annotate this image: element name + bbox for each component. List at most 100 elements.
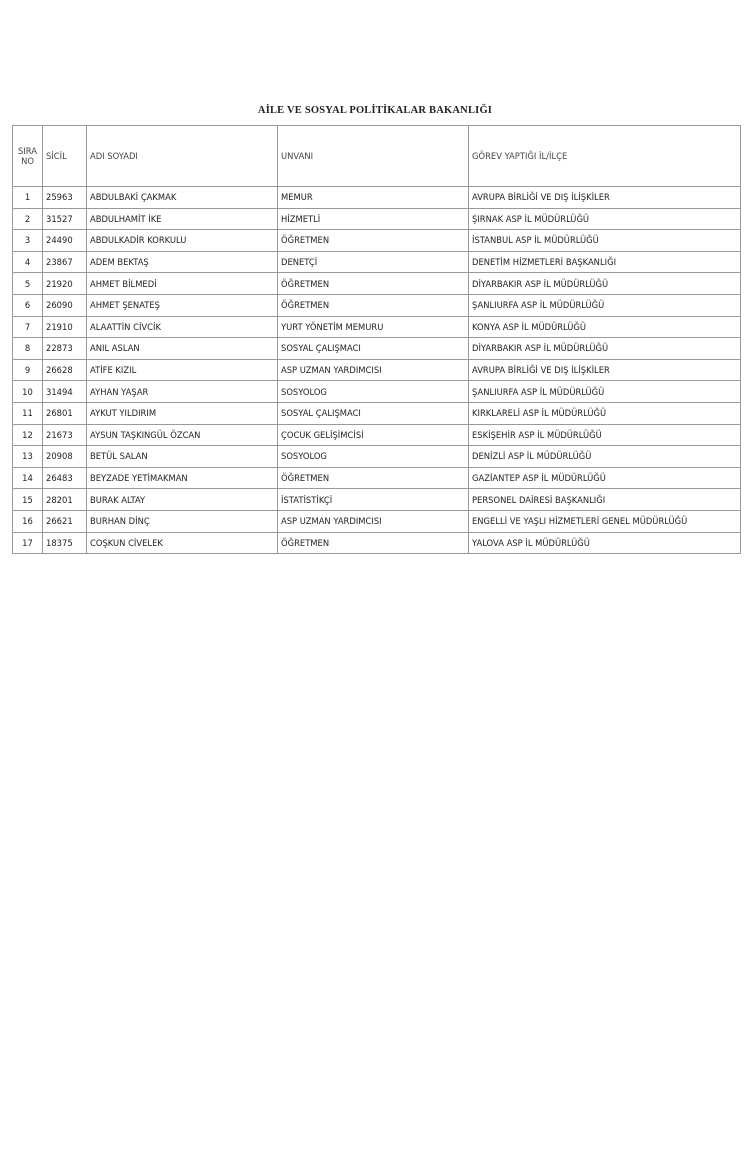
table-cell: ÖĞRETMEN: [277, 229, 469, 252]
table-cell: 25963: [42, 186, 87, 209]
table-cell: ALAATTİN CİVCİK: [86, 315, 278, 339]
table-row: 14 26483 BEYZADE YETİMAKMAN ÖĞRETMEN GAZİANT…: [12, 466, 741, 490]
table-cell: 17: [12, 531, 43, 555]
table-row: 15 28201 BURAK ALTAY İSTATİSTİKÇİ PERSONEL D…: [12, 488, 741, 511]
table-cell: 15: [12, 488, 43, 511]
document-title: AİLE VE SOSYAL POLİTİKALAR BAKANLIĞI: [257, 105, 493, 116]
table-cell: İSTATİSTİKÇİ: [277, 488, 469, 511]
table-row: 8 22873 ANIL ASLAN SOSYAL ÇALIŞMACI DİYARBAK…: [12, 337, 741, 360]
table-row: 9 26628 ATİFE KIZIL ASP UZMAN YARDIMCISI AVR…: [12, 358, 741, 382]
table-cell: YURT YÖNETİM MEMURU: [277, 315, 469, 339]
table-cell: 23867: [42, 250, 87, 274]
table-cell: DENİZLİ ASP İL MÜDÜRLÜĞÜ: [468, 445, 741, 468]
table-cell: AHMET ŞENATEŞ: [86, 293, 278, 317]
table-cell: ENGELLİ VE YAŞLI HİZMETLERİ GENEL MÜDÜRL…: [468, 509, 741, 533]
table-cell: SOSYAL ÇALIŞMACI: [277, 401, 469, 425]
table-cell: 7: [12, 315, 43, 339]
table-cell: ŞANLIURFA ASP İL MÜDÜRLÜĞÜ: [468, 380, 741, 403]
table-cell: 21673: [42, 423, 87, 447]
table-cell: ÖĞRETMEN: [277, 293, 469, 317]
table-cell: 26090: [42, 293, 87, 317]
table-cell: 5: [12, 272, 43, 295]
table-cell: ASP UZMAN YARDIMCISI: [277, 358, 469, 382]
table-cell: 31494: [42, 380, 87, 403]
table-cell: ABDULBAKİ ÇAKMAK: [86, 186, 278, 209]
table-body: 1 25963 ABDULBAKİ ÇAKMAK MEMUR AVRUPA BİRLİĞ…: [12, 186, 741, 555]
table-cell: 9: [12, 358, 43, 382]
table-row: 6 26090 AHMET ŞENATEŞ ÖĞRETMEN ŞANLIURFA ASP…: [12, 293, 741, 317]
table-row: 11 26801 AYKUT YILDIRIM SOSYAL ÇALIŞMACI KIR…: [12, 401, 741, 425]
table-cell: ÇOCUK GELİŞİMCİSİ: [277, 423, 469, 447]
table-row: 7 21910 ALAATTİN CİVCİK YURT YÖNETİM MEMURU…: [12, 315, 741, 339]
table-row: 5 21920 AHMET BİLMEDİ ÖĞRETMEN DİYARBAKIR AS…: [12, 272, 741, 295]
table-cell: MEMUR: [277, 186, 469, 209]
table-row: 4 23867 ADEM BEKTAŞ DENETÇİ DENETİM HİZMETLE…: [12, 250, 741, 274]
table-cell: AVRUPA BİRLİĞİ VE DIŞ İLİŞKİLER: [468, 358, 741, 382]
table-cell: KIRKLARELİ ASP İL MÜDÜRLÜĞÜ: [468, 401, 741, 425]
table-cell: ADEM BEKTAŞ: [86, 250, 278, 274]
column-header: SIRA NO: [12, 125, 43, 187]
table-cell: 26801: [42, 401, 87, 425]
table-cell: HİZMETLİ: [277, 207, 469, 231]
table-cell: AHMET BİLMEDİ: [86, 272, 278, 295]
table-cell: BEYZADE YETİMAKMAN: [86, 466, 278, 490]
table-row: 2 31527 ABDULHAMİT İKE HİZMETLİ ŞIRNAK ASP İ…: [12, 207, 741, 231]
table-cell: 1: [12, 186, 43, 209]
column-header: ADI SOYADI: [86, 125, 278, 187]
table-cell: 21910: [42, 315, 87, 339]
table-cell: 18375: [42, 531, 87, 555]
table-cell: DİYARBAKIR ASP İL MÜDÜRLÜĞÜ: [468, 272, 741, 295]
table-cell: SOSYOLOG: [277, 445, 469, 468]
table-cell: ÖĞRETMEN: [277, 531, 469, 555]
table-cell: 26621: [42, 509, 87, 533]
table-cell: AYSUN TAŞKINGÜL ÖZCAN: [86, 423, 278, 447]
table-cell: 3: [12, 229, 43, 252]
column-header: GÖREV YAPTIĞI İL/İLÇE: [468, 125, 741, 187]
table-cell: DENETÇİ: [277, 250, 469, 274]
table-cell: BURHAN DİNÇ: [86, 509, 278, 533]
table-cell: AYHAN YAŞAR: [86, 380, 278, 403]
table-cell: İSTANBUL ASP İL MÜDÜRLÜĞÜ: [468, 229, 741, 252]
table-row: 17 18375 COŞKUN CİVELEK ÖĞRETMEN YALOVA ASP …: [12, 531, 741, 555]
table-row: 10 31494 AYHAN YAŞAR SOSYOLOG ŞANLIURFA ASP …: [12, 380, 741, 403]
table-cell: ABDULHAMİT İKE: [86, 207, 278, 231]
table-cell: ASP UZMAN YARDIMCISI: [277, 509, 469, 533]
table-cell: YALOVA ASP İL MÜDÜRLÜĞÜ: [468, 531, 741, 555]
table-cell: ANIL ASLAN: [86, 337, 278, 360]
table-cell: COŞKUN CİVELEK: [86, 531, 278, 555]
table-cell: GAZİANTEP ASP İL MÜDÜRLÜĞÜ: [468, 466, 741, 490]
table-cell: 13: [12, 445, 43, 468]
table-cell: BURAK ALTAY: [86, 488, 278, 511]
table-cell: 28201: [42, 488, 87, 511]
table-cell: ŞIRNAK ASP İL MÜDÜRLÜĞÜ: [468, 207, 741, 231]
table-cell: PERSONEL DAİRESİ BAŞKANLIĞI: [468, 488, 741, 511]
table-cell: KONYA ASP İL MÜDÜRLÜĞÜ: [468, 315, 741, 339]
table-cell: 10: [12, 380, 43, 403]
table-row: 13 20908 BETÜL SALAN SOSYOLOG DENİZLİ ASP İL…: [12, 445, 741, 468]
personnel-table: SIRA NO SİCİL ADI SOYADI UNVANI GÖREV YA…: [12, 125, 741, 555]
table-cell: DİYARBAKIR ASP İL MÜDÜRLÜĞÜ: [468, 337, 741, 360]
table-cell: SOSYAL ÇALIŞMACI: [277, 337, 469, 360]
table-cell: ÖĞRETMEN: [277, 272, 469, 295]
table-cell: ABDULKADİR KORKULU: [86, 229, 278, 252]
table-cell: BETÜL SALAN: [86, 445, 278, 468]
table-cell: 20908: [42, 445, 87, 468]
table-cell: 14: [12, 466, 43, 490]
table-cell: ATİFE KIZIL: [86, 358, 278, 382]
table-cell: 31527: [42, 207, 87, 231]
table-row: 1 25963 ABDULBAKİ ÇAKMAK MEMUR AVRUPA BİRLİĞ…: [12, 186, 741, 209]
table-cell: AYKUT YILDIRIM: [86, 401, 278, 425]
table-cell: 4: [12, 250, 43, 274]
table-cell: 24490: [42, 229, 87, 252]
table-cell: SOSYOLOG: [277, 380, 469, 403]
table-cell: 26628: [42, 358, 87, 382]
table-cell: ÖĞRETMEN: [277, 466, 469, 490]
table-cell: AVRUPA BİRLİĞİ VE DIŞ İLİŞKİLER: [468, 186, 741, 209]
table-cell: 2: [12, 207, 43, 231]
table-cell: 21920: [42, 272, 87, 295]
table-cell: 26483: [42, 466, 87, 490]
table-cell: 12: [12, 423, 43, 447]
table-cell: 6: [12, 293, 43, 317]
table-header: SIRA NO SİCİL ADI SOYADI UNVANI GÖREV YA…: [12, 125, 741, 187]
